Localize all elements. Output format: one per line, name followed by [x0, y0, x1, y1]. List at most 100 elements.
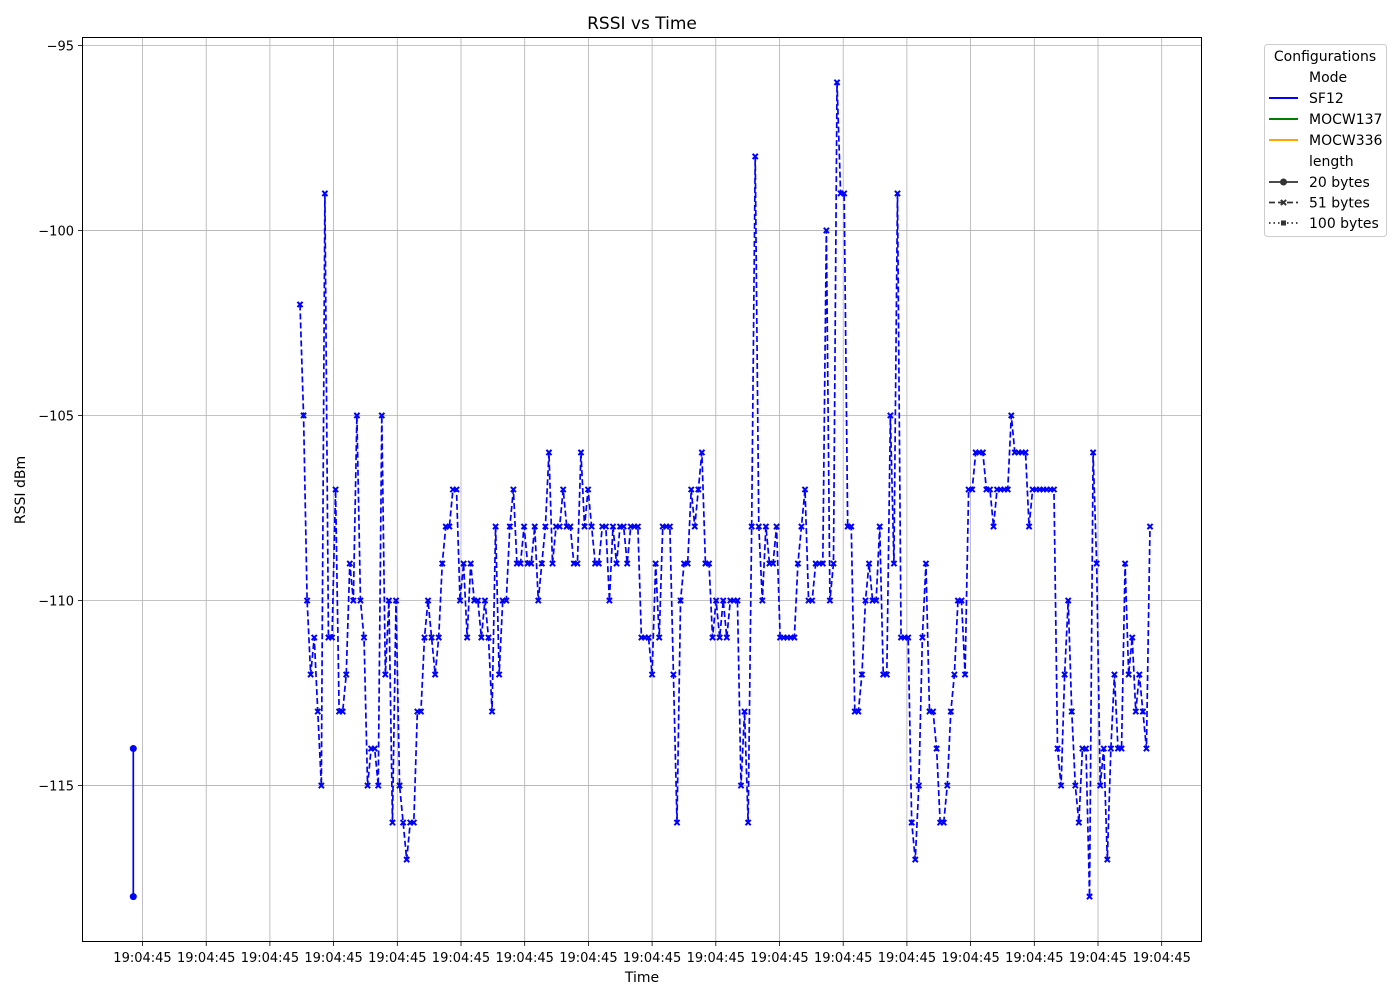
data-point: [350, 597, 357, 604]
data-point: [929, 708, 937, 715]
data-point: [1068, 708, 1076, 715]
data-point: [129, 745, 137, 753]
legend-mode-header: Mode: [1309, 70, 1347, 86]
legend-label: 20 bytes: [1309, 175, 1370, 191]
data-point: [474, 597, 482, 604]
data-point: [538, 560, 546, 567]
data-point: [719, 597, 727, 604]
data-point: [495, 671, 503, 678]
x-tick-label: 19:04:45: [1005, 951, 1063, 966]
data-point: [883, 671, 891, 678]
chart-title: RSSI vs Time: [587, 14, 697, 34]
data-point: [759, 597, 766, 604]
legend-label: 51 bytes: [1309, 196, 1370, 212]
x-tick-label: 19:04:45: [241, 951, 299, 966]
data-point: [687, 486, 695, 493]
data-point: [424, 597, 432, 604]
data-point: [979, 449, 987, 456]
data-point: [534, 597, 542, 604]
data-point: [645, 634, 652, 641]
data-point: [968, 486, 976, 493]
x-tick-label: 19:04:45: [814, 951, 872, 966]
series-sf12-20-bytes: [129, 745, 137, 901]
data-point: [310, 634, 318, 641]
data-point: [1004, 486, 1012, 493]
data-point: [951, 671, 958, 678]
data-point: [574, 560, 581, 567]
data-point: [360, 634, 368, 641]
y-tick-label: −100: [38, 224, 74, 239]
data-point: [691, 523, 699, 530]
data-point: [318, 782, 325, 789]
data-point: [374, 782, 382, 789]
data-point: [559, 486, 567, 493]
data-point: [634, 523, 642, 530]
data-point: [435, 634, 443, 641]
data-point: [673, 819, 681, 826]
data-point: [855, 708, 862, 715]
data-point: [808, 597, 816, 604]
series-layer: [129, 79, 1154, 901]
data-point: [762, 523, 770, 530]
data-point: [620, 523, 627, 530]
data-point: [723, 634, 731, 641]
data-point: [314, 708, 322, 715]
data-point: [1082, 745, 1090, 752]
data-point: [1125, 671, 1132, 678]
data-point: [670, 671, 677, 678]
data-point: [794, 560, 802, 567]
data-point: [655, 634, 663, 641]
data-point: [342, 671, 350, 678]
data-point: [943, 782, 951, 789]
data-point: [958, 597, 965, 604]
x-tick-label: 19:04:45: [559, 951, 617, 966]
data-point: [595, 560, 603, 567]
data-point: [403, 856, 411, 863]
x-tick-label: 19:04:45: [496, 951, 554, 966]
data-point: [1050, 486, 1058, 493]
data-point: [502, 597, 510, 604]
data-point: [421, 634, 428, 641]
data-point: [1146, 523, 1154, 530]
data-point: [321, 190, 329, 197]
data-point: [826, 597, 834, 604]
data-point: [908, 819, 916, 826]
data-point: [737, 782, 745, 789]
data-point: [1096, 782, 1104, 789]
data-point: [904, 634, 912, 641]
data-point: [549, 560, 556, 567]
data-point: [1139, 708, 1147, 715]
legend: Configurations Mode length SF12 MOCW137 MO…: [1264, 44, 1387, 237]
data-point: [1089, 449, 1097, 456]
data-point: [1111, 671, 1118, 678]
data-point: [613, 560, 620, 567]
data-point: [1281, 220, 1286, 226]
data-point: [606, 597, 613, 604]
data-point: [527, 560, 535, 567]
data-point: [602, 523, 610, 530]
data-point: [481, 597, 489, 604]
data-point: [1075, 819, 1083, 826]
legend-title: Configurations: [1274, 49, 1376, 65]
data-point: [1064, 597, 1072, 604]
data-point: [734, 597, 741, 604]
data-point: [428, 634, 435, 641]
data-point: [431, 671, 439, 678]
data-point: [876, 523, 884, 530]
legend-label: MOCW336: [1309, 133, 1383, 149]
data-point: [623, 560, 631, 567]
x-tick-label: 19:04:45: [177, 951, 235, 966]
data-point: [332, 486, 339, 493]
y-tick-label: −115: [38, 780, 74, 795]
data-point: [382, 671, 389, 678]
data-point: [609, 523, 617, 530]
data-point: [695, 486, 702, 493]
data-point: [488, 708, 496, 715]
data-point: [492, 523, 499, 530]
data-point: [1072, 782, 1079, 789]
y-tick-label: −110: [38, 595, 74, 610]
data-point: [709, 634, 716, 641]
data-point: [648, 671, 656, 678]
data-point: [911, 856, 919, 863]
